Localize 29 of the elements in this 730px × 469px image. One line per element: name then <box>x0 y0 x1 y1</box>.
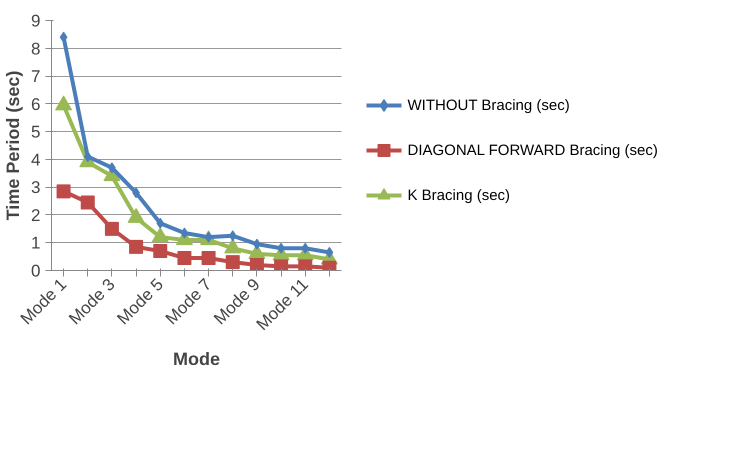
y-tick-label: 8 <box>31 39 41 58</box>
y-tick-label: 9 <box>31 12 41 30</box>
y-tick-label: 0 <box>31 262 41 280</box>
point <box>228 230 237 242</box>
y-tick-label: 3 <box>31 178 41 198</box>
y-axis-title: Time Period (sec) <box>3 70 24 220</box>
y-tick-label: 6 <box>31 94 41 114</box>
legend-label: K Bracing (sec) <box>408 187 510 204</box>
point <box>202 251 216 265</box>
point <box>153 244 168 258</box>
point <box>301 242 310 254</box>
point <box>80 195 95 210</box>
point <box>104 222 119 236</box>
y-tick-label: 2 <box>31 206 41 225</box>
point <box>156 218 164 229</box>
y-tick-label: 4 <box>31 150 41 170</box>
x-axis-title: Mode <box>173 348 220 369</box>
y-tick-label: 5 <box>31 122 41 142</box>
y-tick-label: 7 <box>31 67 41 86</box>
legend-label: DIAGONAL FORWARD Bracing (sec) <box>408 142 658 159</box>
point <box>180 228 188 238</box>
legend-label: WITHOUT Bracing (sec) <box>408 97 570 114</box>
y-tick-label: 1 <box>31 234 41 253</box>
point <box>177 251 192 265</box>
point <box>250 258 264 270</box>
point <box>129 240 144 254</box>
point <box>56 184 71 198</box>
point <box>226 255 240 270</box>
point <box>84 151 92 162</box>
